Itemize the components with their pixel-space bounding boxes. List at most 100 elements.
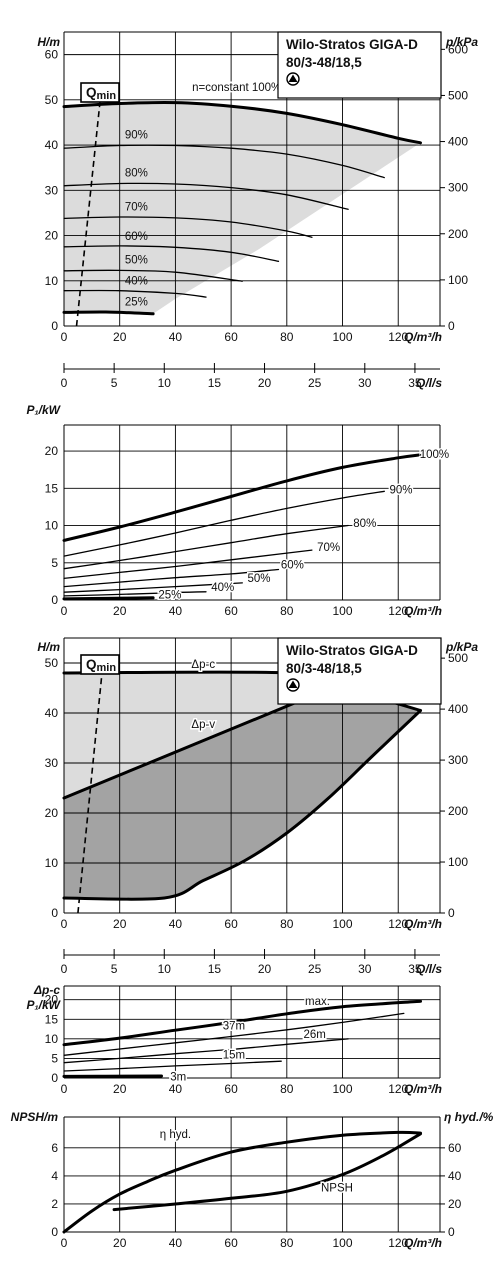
y2-tick-label: 500 [448,651,468,665]
series-label: 80% [353,518,376,530]
y-tick-label: 10 [45,1032,59,1046]
y-axis-label: H/m [37,35,60,49]
x-tick-label: 0 [61,917,68,931]
series-line [62,453,422,542]
series-line [63,245,280,262]
y-axis-label-top: Δp-c [33,983,60,997]
x-axis-label: Q/m³/h [404,330,442,344]
y2-tick-label: 200 [448,227,468,241]
y-tick-label: 0 [51,1071,58,1085]
y-tick-label: 20 [45,993,59,1007]
x-tick-label: 100 [333,1082,353,1096]
y-tick-label: 20 [45,806,59,820]
y2-tick-label: 60 [448,1141,462,1155]
series-label: Δp-c [191,659,215,671]
y-tick-label: 10 [45,519,59,533]
ls-tick-label: 20 [258,962,272,976]
series-label: Δp-v [191,719,215,731]
product-name: Wilo-Stratos GIGA-D [286,37,418,52]
series-label: 90% [125,129,148,141]
ls-tick-label: 10 [158,376,172,390]
series-line [63,549,313,580]
series-label: 60% [125,231,148,243]
qmin-box [80,654,120,675]
y-axis-label: H/m [37,640,60,654]
series-line [62,596,155,601]
series-label: 37m [223,1020,245,1032]
y-tick-label: 30 [45,756,59,770]
ls-tick-label: 5 [111,376,118,390]
series-line [63,1060,282,1072]
y2-tick-label: 500 [448,88,468,102]
series-line [63,269,243,282]
y-tick-label: 50 [45,656,59,670]
series-label: 40% [211,582,234,594]
ls-tick-label: 10 [158,962,172,976]
qmin-q: Q [86,85,97,100]
operating-envelope [64,102,421,314]
product-size: 80/3-48/18,5 [286,661,362,676]
qmin-sub: min [97,662,117,674]
y-axis-label: P₁/kW [26,403,61,417]
chart-h-constant-speed: 0 20 40 60 80 100 1200102030405060010020030040… [37,31,478,344]
x-tick-label: 0 [61,1082,68,1096]
ls-tick-label: 25 [308,962,322,976]
y2-tick-label: 300 [448,753,468,767]
ls-tick-label: 20 [258,376,272,390]
qmin-box [80,82,120,103]
series-label: 25% [125,297,148,309]
series-label: 70% [317,542,340,554]
x-tick-label: 40 [169,604,183,618]
y-tick-label: 40 [45,138,59,152]
chart-p1-dpc: 0 20 40 60 80 100 12005101520P₁/kWQ/m³/hΔp-cma… [26,983,442,1096]
series-label: 50% [125,255,148,267]
y-tick-label: 0 [51,906,58,920]
x-tick-label: 60 [224,330,238,344]
x-tick-label: 20 [113,1236,127,1250]
x-axis-label: Q/m³/h [404,604,442,618]
series-line [63,182,349,210]
series-line [63,591,207,597]
chart-p1-constant-speed: 0 20 40 60 80 100 120 0 5 10 15 20 P₁/kW Q/m³/h 100% 90… [26,403,450,618]
series-line [62,1130,422,1234]
x-tick-label: 20 [113,1082,127,1096]
pump-triangle-icon [288,680,298,688]
x-tick-label: 0 [61,1236,68,1250]
ls-tick-label: 30 [358,376,372,390]
product-box [277,31,442,99]
ls-tick-label: 35 [408,962,422,976]
qmin-label: Qmin [86,85,116,102]
x-tick-label: 80 [280,917,294,931]
ls-tick-label: 0 [61,376,68,390]
qmin-sub: min [97,90,117,102]
scale-q-ls-2: 0 5 10 15 20 25 30 35Q/l/s [61,949,442,976]
x-tick-label: 40 [169,1082,183,1096]
y-tick-label: 5 [51,556,58,570]
x-tick-label: 80 [280,1236,294,1250]
x-axis-label: Q/m³/h [404,917,442,931]
chart-h-control-modes: 0 20 40 60 80 100 1200102030405001002003004005… [37,637,478,931]
ls-tick-label: 30 [358,962,372,976]
y-tick-label: 20 [45,229,59,243]
series-line [63,289,207,298]
series-label: 60% [281,560,304,572]
x-tick-label: 120 [388,1082,408,1096]
y-tick-label: 40 [45,706,59,720]
y-axis-label: NPSH/m [11,1110,59,1124]
x-tick-label: 80 [280,330,294,344]
series-label: NPSH [321,1182,353,1194]
x-tick-label: 20 [113,330,127,344]
y-tick-label: 2 [51,1197,58,1211]
product-name: Wilo-Stratos GIGA-D [286,643,418,658]
ls-axis-label: Q/l/s [416,962,442,976]
y-tick-label: 0 [51,593,58,607]
x-tick-label: 120 [388,330,408,344]
x-tick-label: 40 [169,917,183,931]
series-line [112,1132,422,1212]
y-tick-label: 50 [45,93,59,107]
y2-tick-label: 20 [448,1197,462,1211]
qmin-line [77,662,104,914]
y2-tick-label: 600 [448,42,468,56]
y2-tick-label: 400 [448,135,468,149]
